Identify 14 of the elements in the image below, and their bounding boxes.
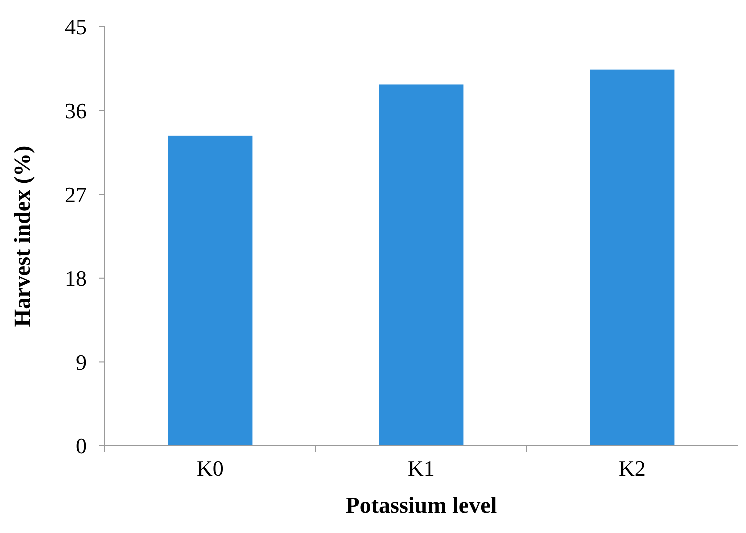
bar bbox=[590, 70, 675, 446]
y-tick-label: 18 bbox=[65, 266, 87, 292]
x-axis-title: Potassium level bbox=[346, 493, 498, 518]
y-tick-label: 45 bbox=[65, 14, 87, 40]
x-tick-label: K1 bbox=[408, 456, 435, 481]
bar bbox=[168, 136, 253, 446]
y-tick-label: 27 bbox=[65, 182, 87, 208]
y-tick-label: 0 bbox=[76, 434, 87, 459]
y-axis-title: Harvest index (%) bbox=[10, 146, 35, 328]
y-tick-label: 36 bbox=[65, 98, 87, 124]
x-tick-label: K0 bbox=[197, 456, 224, 481]
bar bbox=[379, 84, 464, 446]
y-tick-label: 9 bbox=[76, 350, 87, 375]
x-tick-label: K2 bbox=[619, 456, 646, 481]
